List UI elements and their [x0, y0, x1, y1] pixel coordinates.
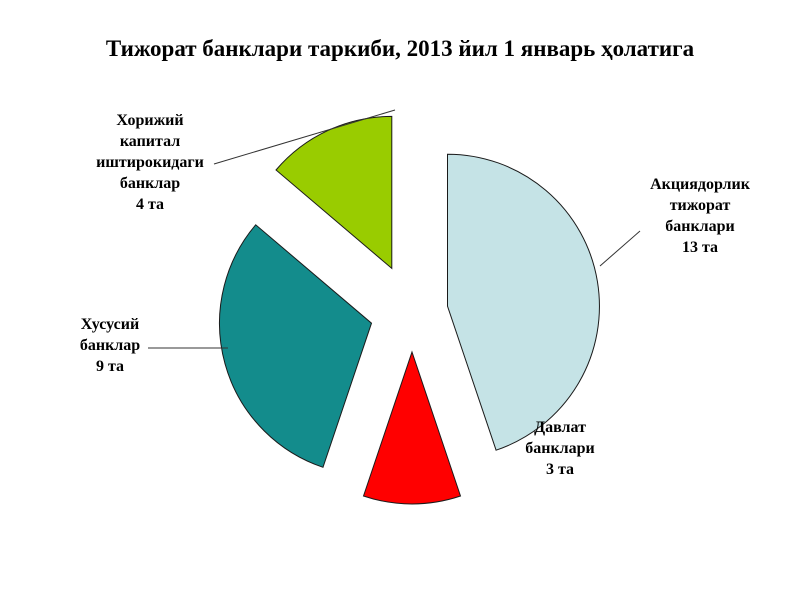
label-foreign-capital-banks: Хорижий капитал иштирокидаги банклар 4 т…: [96, 112, 204, 213]
slice-joint-stock-banks: [447, 153, 600, 451]
leader-line: [599, 230, 641, 267]
slice-foreign-capital-banks: [275, 115, 393, 270]
label-joint-stock-banks: Акциядорлик тижорат банклари 13 та: [650, 176, 750, 256]
slice-state-banks: [362, 350, 462, 505]
leader-line: [213, 109, 396, 165]
label-state-banks: Давлат банклари 3 та: [525, 419, 595, 478]
slice-private-banks: [219, 224, 373, 468]
chart-title: Тижорат банклари таркиби, 2013 йил 1 янв…: [105, 36, 695, 61]
label-private-banks: Хусусий банклар 9 та: [79, 316, 141, 375]
